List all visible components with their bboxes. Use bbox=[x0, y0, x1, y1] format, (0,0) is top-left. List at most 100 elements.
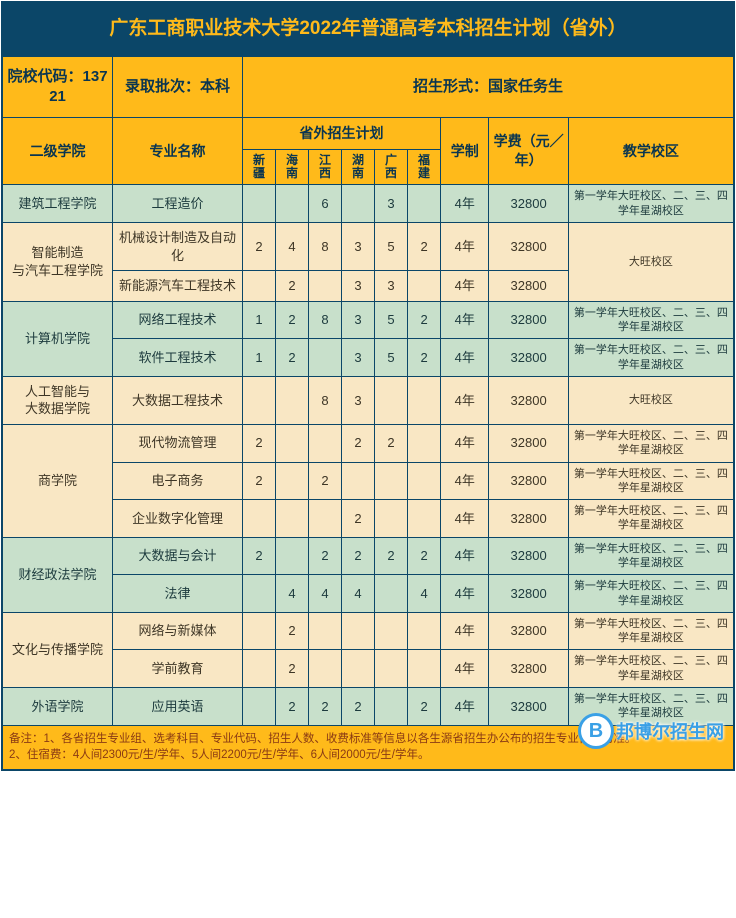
cell-plan-2: 2 bbox=[309, 462, 342, 500]
cell-plan-0: 2 bbox=[242, 223, 275, 271]
cell-campus: 第一学年大旺校区、二、三、四学年星湖校区 bbox=[568, 688, 733, 726]
cell-duration: 4年 bbox=[441, 339, 489, 377]
cell-plan-4: 5 bbox=[375, 339, 408, 377]
table-row: 企业数字化管理24年32800第一学年大旺校区、二、三、四学年星湖校区 bbox=[3, 500, 734, 538]
cell-plan-4: 5 bbox=[375, 301, 408, 339]
table-row: 软件工程技术123524年32800第一学年大旺校区、二、三、四学年星湖校区 bbox=[3, 339, 734, 377]
table-row: 文化与传播学院网络与新媒体24年32800第一学年大旺校区、二、三、四学年星湖校… bbox=[3, 612, 734, 650]
cell-duration: 4年 bbox=[441, 462, 489, 500]
cell-plan-0 bbox=[242, 376, 275, 424]
cell-plan-4 bbox=[375, 688, 408, 726]
cell-plan-5 bbox=[408, 376, 441, 424]
cell-campus: 第一学年大旺校区、二、三、四学年星湖校区 bbox=[568, 301, 733, 339]
cell-duration: 4年 bbox=[441, 185, 489, 223]
cell-duration: 4年 bbox=[441, 575, 489, 613]
cell-campus: 第一学年大旺校区、二、三、四学年星湖校区 bbox=[568, 650, 733, 688]
cell-plan-3 bbox=[342, 462, 375, 500]
cell-plan-1: 2 bbox=[275, 650, 308, 688]
cell-plan-2 bbox=[309, 339, 342, 377]
cell-plan-0: 1 bbox=[242, 339, 275, 377]
cell-plan-2 bbox=[309, 424, 342, 462]
cell-tuition: 32800 bbox=[489, 500, 568, 538]
cell-plan-5 bbox=[408, 185, 441, 223]
table-row: 建筑工程学院工程造价634年32800第一学年大旺校区、二、三、四学年星湖校区 bbox=[3, 185, 734, 223]
cell-major: 电子商务 bbox=[113, 462, 243, 500]
cell-plan-0 bbox=[242, 185, 275, 223]
cell-tuition: 32800 bbox=[489, 376, 568, 424]
cell-tuition: 32800 bbox=[489, 185, 568, 223]
cell-plan-3: 3 bbox=[342, 339, 375, 377]
cell-college: 智能制造与汽车工程学院 bbox=[3, 223, 113, 302]
cell-plan-1: 2 bbox=[275, 612, 308, 650]
cell-plan-5 bbox=[408, 650, 441, 688]
cell-plan-1 bbox=[275, 376, 308, 424]
cell-duration: 4年 bbox=[441, 688, 489, 726]
table-row: 人工智能与大数据学院大数据工程技术834年32800大旺校区 bbox=[3, 376, 734, 424]
table-body: 建筑工程学院工程造价634年32800第一学年大旺校区、二、三、四学年星湖校区智… bbox=[3, 185, 734, 725]
cell-plan-2 bbox=[309, 271, 342, 302]
cell-major: 软件工程技术 bbox=[113, 339, 243, 377]
cell-plan-4 bbox=[375, 575, 408, 613]
cell-plan-3: 2 bbox=[342, 688, 375, 726]
cell-plan-5 bbox=[408, 462, 441, 500]
cell-plan-2 bbox=[309, 500, 342, 538]
cell-plan-2: 2 bbox=[309, 688, 342, 726]
footnote-text: 备注：1、各省招生专业组、选考科目、专业代码、招生人数、收费标准等信息以各生源省… bbox=[3, 725, 734, 769]
cell-tuition: 32800 bbox=[489, 688, 568, 726]
cell-plan-0: 2 bbox=[242, 537, 275, 575]
table-row: 电子商务224年32800第一学年大旺校区、二、三、四学年星湖校区 bbox=[3, 462, 734, 500]
cell-plan-4 bbox=[375, 376, 408, 424]
cell-duration: 4年 bbox=[441, 612, 489, 650]
cell-plan-0 bbox=[242, 612, 275, 650]
cell-plan-3: 2 bbox=[342, 424, 375, 462]
admission-batch: 录取批次：本科 bbox=[113, 56, 243, 118]
cell-duration: 4年 bbox=[441, 500, 489, 538]
cell-plan-4: 3 bbox=[375, 271, 408, 302]
cell-duration: 4年 bbox=[441, 376, 489, 424]
col-campus: 教学校区 bbox=[568, 118, 733, 185]
cell-plan-5 bbox=[408, 500, 441, 538]
cell-plan-4 bbox=[375, 462, 408, 500]
cell-plan-5: 2 bbox=[408, 301, 441, 339]
cell-plan-4: 5 bbox=[375, 223, 408, 271]
cell-college: 财经政法学院 bbox=[3, 537, 113, 612]
cell-plan-3 bbox=[342, 612, 375, 650]
cell-plan-3: 3 bbox=[342, 223, 375, 271]
cell-campus: 第一学年大旺校区、二、三、四学年星湖校区 bbox=[568, 339, 733, 377]
cell-duration: 4年 bbox=[441, 271, 489, 302]
cell-campus: 大旺校区 bbox=[568, 223, 733, 302]
table-row: 商学院现代物流管理2224年32800第一学年大旺校区、二、三、四学年星湖校区 bbox=[3, 424, 734, 462]
cell-tuition: 32800 bbox=[489, 223, 568, 271]
cell-campus: 第一学年大旺校区、二、三、四学年星湖校区 bbox=[568, 424, 733, 462]
cell-campus: 第一学年大旺校区、二、三、四学年星湖校区 bbox=[568, 537, 733, 575]
cell-plan-2: 4 bbox=[309, 575, 342, 613]
cell-plan-0: 2 bbox=[242, 424, 275, 462]
table-row: 法律44444年32800第一学年大旺校区、二、三、四学年星湖校区 bbox=[3, 575, 734, 613]
cell-major: 大数据工程技术 bbox=[113, 376, 243, 424]
table-row: 计算机学院网络工程技术1283524年32800第一学年大旺校区、二、三、四学年… bbox=[3, 301, 734, 339]
prov-1: 海南 bbox=[275, 150, 308, 185]
col-plan-group: 省外招生计划 bbox=[242, 118, 440, 150]
cell-plan-1: 2 bbox=[275, 688, 308, 726]
cell-campus: 第一学年大旺校区、二、三、四学年星湖校区 bbox=[568, 500, 733, 538]
col-college: 二级学院 bbox=[3, 118, 113, 185]
cell-plan-1 bbox=[275, 424, 308, 462]
prov-4: 广西 bbox=[375, 150, 408, 185]
cell-major: 企业数字化管理 bbox=[113, 500, 243, 538]
cell-plan-4 bbox=[375, 500, 408, 538]
cell-major: 网络工程技术 bbox=[113, 301, 243, 339]
cell-plan-3: 4 bbox=[342, 575, 375, 613]
cell-duration: 4年 bbox=[441, 301, 489, 339]
cell-college: 外语学院 bbox=[3, 688, 113, 726]
cell-plan-1: 2 bbox=[275, 301, 308, 339]
cell-plan-0 bbox=[242, 271, 275, 302]
cell-plan-3 bbox=[342, 650, 375, 688]
cell-plan-0 bbox=[242, 688, 275, 726]
cell-plan-5: 2 bbox=[408, 688, 441, 726]
cell-plan-5 bbox=[408, 612, 441, 650]
cell-tuition: 32800 bbox=[489, 301, 568, 339]
cell-duration: 4年 bbox=[441, 223, 489, 271]
table-row: 外语学院应用英语22224年32800第一学年大旺校区、二、三、四学年星湖校区 bbox=[3, 688, 734, 726]
cell-plan-5: 4 bbox=[408, 575, 441, 613]
cell-major: 学前教育 bbox=[113, 650, 243, 688]
